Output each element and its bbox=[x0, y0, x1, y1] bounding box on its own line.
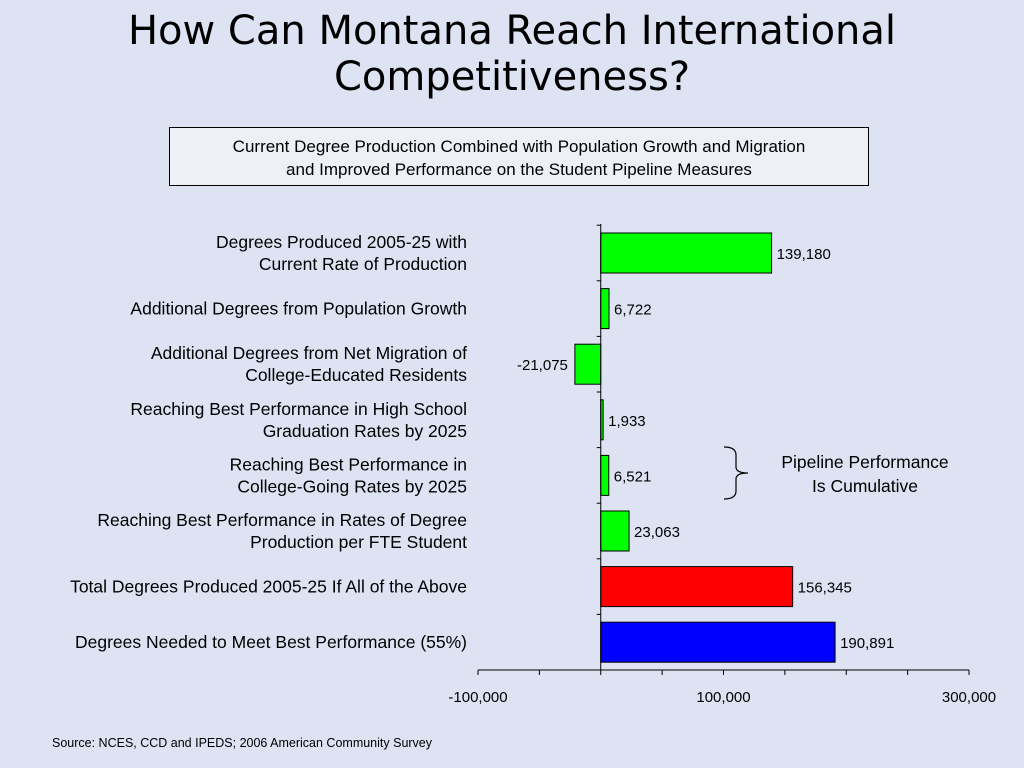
value-label-5: 6,521 bbox=[614, 468, 652, 485]
value-label-6: 23,063 bbox=[634, 524, 680, 541]
category-label-3-line-1: Additional Degrees from Net Migration of bbox=[151, 343, 467, 363]
bar-8 bbox=[600, 621, 836, 663]
category-label-4-line-2: Graduation Rates by 2025 bbox=[263, 421, 467, 441]
slide-title-line-1: How Can Montana Reach International bbox=[127, 8, 897, 54]
slide-title-line-2: Competitiveness? bbox=[333, 54, 691, 100]
category-label-1-line-1: Degrees Produced 2005-25 with bbox=[216, 232, 467, 252]
category-label-2-line-1: Additional Degrees from Population Growt… bbox=[130, 299, 467, 319]
source-note: Source: NCES, CCD and IPEDS; 2006 Americ… bbox=[52, 736, 433, 750]
brace-icon bbox=[723, 446, 749, 500]
x-tick-label-1: -100,000 bbox=[448, 689, 507, 706]
bar-2 bbox=[600, 288, 610, 330]
bar-3 bbox=[574, 343, 602, 385]
bar-1 bbox=[600, 232, 773, 274]
category-label-3-line-2: College-Educated Residents bbox=[245, 365, 467, 385]
subtitle-line-1: Current Degree Production Combined with … bbox=[232, 137, 806, 156]
annotation-line-1: Pipeline Performance bbox=[781, 452, 948, 472]
value-label-4: 1,933 bbox=[608, 413, 646, 430]
value-label-1: 139,180 bbox=[777, 246, 831, 263]
subtitle-box: Current Degree Production Combined with … bbox=[169, 127, 869, 186]
x-tick-label-3: 300,000 bbox=[942, 689, 996, 706]
category-label-5-line-2: College-Going Rates by 2025 bbox=[237, 476, 467, 496]
category-label-4-line-1: Reaching Best Performance in High School bbox=[130, 399, 467, 419]
value-label-2: 6,722 bbox=[614, 302, 652, 319]
x-tick-label-2: 100,000 bbox=[696, 689, 750, 706]
category-label-8-line-1: Degrees Needed to Meet Best Performance … bbox=[75, 632, 467, 652]
category-label-5-line-1: Reaching Best Performance in bbox=[230, 454, 467, 474]
bar-7 bbox=[600, 566, 794, 608]
category-label-6-line-1: Reaching Best Performance in Rates of De… bbox=[97, 510, 467, 530]
slide-title: How Can Montana Reach International Comp… bbox=[0, 8, 1024, 100]
annotation-line-2: Is Cumulative bbox=[812, 476, 918, 496]
value-label-7: 156,345 bbox=[798, 580, 852, 597]
bar-5 bbox=[600, 454, 610, 496]
value-label-8: 190,891 bbox=[840, 635, 894, 652]
value-label-3: -21,075 bbox=[517, 357, 568, 374]
category-label-1-line-2: Current Rate of Production bbox=[259, 254, 467, 274]
category-label-7-line-1: Total Degrees Produced 2005-25 If All of… bbox=[70, 577, 467, 597]
bar-6 bbox=[600, 510, 630, 552]
subtitle-line-2: and Improved Performance on the Student … bbox=[286, 160, 752, 179]
category-label-6-line-2: Production per FTE Student bbox=[250, 532, 467, 552]
